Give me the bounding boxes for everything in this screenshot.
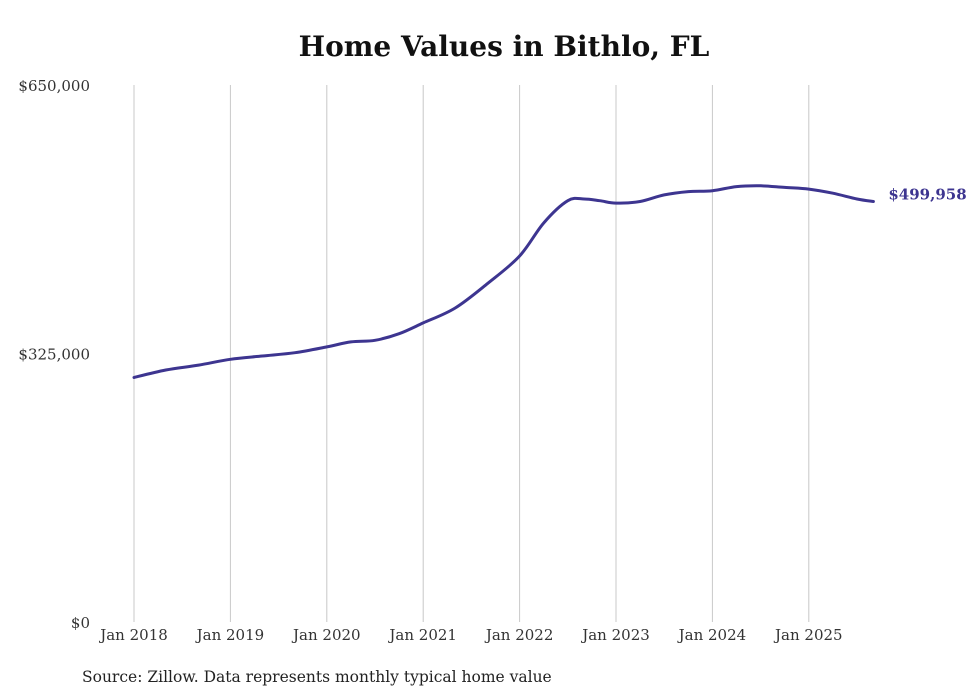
chart-title: Home Values in Bithlo, FL (298, 30, 710, 63)
x-tick-label: Jan 2020 (291, 626, 361, 644)
x-tick-label: Jan 2022 (484, 626, 554, 644)
y-axis-ticks: $0 $325,000 $650,000 (18, 77, 90, 632)
y-tick-label: $650,000 (18, 77, 90, 95)
x-tick-label: Jan 2021 (387, 626, 457, 644)
series-line-0 (132, 184, 875, 379)
x-tick-label: Jan 2025 (773, 626, 843, 644)
x-tick-label: Jan 2019 (195, 626, 265, 644)
source-note: Source: Zillow. Data represents monthly … (82, 668, 552, 686)
series-layer (132, 184, 875, 379)
x-tick-label: Jan 2023 (580, 626, 650, 644)
x-tick-label: Jan 2024 (677, 626, 747, 644)
x-axis-ticks: Jan 2018 Jan 2019 Jan 2020 Jan 2021 Jan 2022… (98, 626, 842, 644)
grid-lines (133, 85, 810, 622)
end-value-label: $499,958 (888, 185, 966, 203)
x-tick-label: Jan 2018 (98, 626, 168, 644)
y-tick-label: $325,000 (18, 346, 90, 364)
y-tick-label: $0 (71, 614, 90, 632)
